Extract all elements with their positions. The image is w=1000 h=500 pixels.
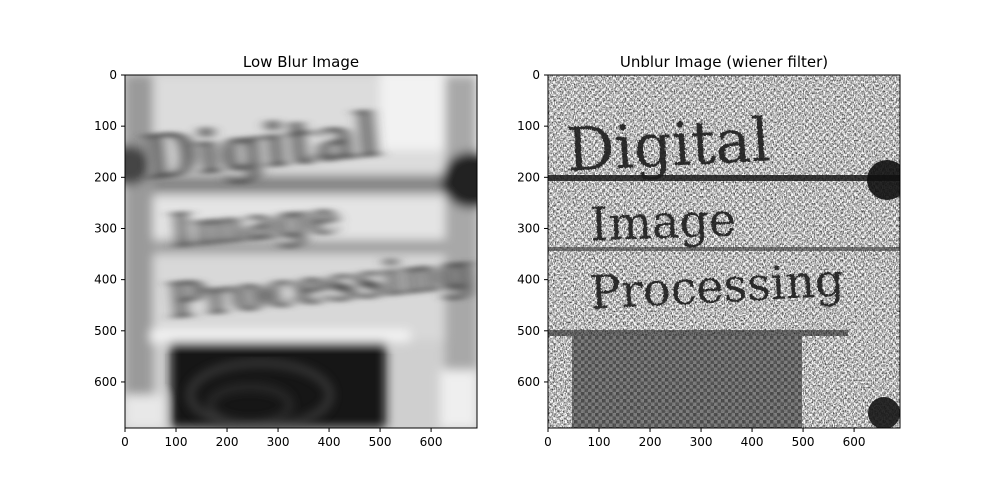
right-y-tick-label: 400 bbox=[517, 273, 540, 287]
right-x-tick-label: 100 bbox=[588, 435, 611, 449]
left-x-tick-label: 400 bbox=[318, 435, 341, 449]
right-y-tick-label: 600 bbox=[517, 375, 540, 389]
panel-right-title: Unblur Image (wiener filter) bbox=[620, 53, 828, 71]
right-y-tick-label: 100 bbox=[517, 119, 540, 133]
right-image: Digital Image Processing bbox=[548, 75, 900, 428]
left-axes-frame bbox=[124, 74, 478, 429]
left-y-tick-label: 400 bbox=[94, 273, 117, 287]
right-y-ticks: 0 100 200 300 400 500 600 bbox=[517, 68, 548, 389]
right-x-tick-label: 200 bbox=[639, 435, 662, 449]
right-y-tick-label: 200 bbox=[517, 170, 540, 184]
right-x-tick-label: 0 bbox=[544, 435, 552, 449]
right-x-ticks: 0 100 200 300 400 500 600 bbox=[544, 428, 866, 449]
right-x-tick-label: 300 bbox=[690, 435, 713, 449]
right-image-word-2: Image bbox=[589, 192, 737, 251]
left-x-tick-label: 500 bbox=[369, 435, 392, 449]
right-image-word-1: Digital bbox=[565, 105, 772, 186]
right-x-tick-label: 400 bbox=[741, 435, 764, 449]
left-x-tick-label: 100 bbox=[165, 435, 188, 449]
left-x-tick-label: 200 bbox=[216, 435, 239, 449]
right-axes-frame bbox=[547, 74, 901, 429]
right-image-word-3: Processing bbox=[589, 253, 846, 320]
left-y-tick-label: 200 bbox=[94, 170, 117, 184]
right-y-tick-label: 500 bbox=[517, 324, 540, 338]
panel-left: Low Blur Image Digital I bbox=[94, 53, 478, 449]
left-y-tick-label: 300 bbox=[94, 221, 117, 235]
left-x-ticks: 0 100 200 300 400 500 600 bbox=[121, 428, 443, 449]
left-image: Digital Image Processing bbox=[125, 75, 477, 428]
right-y-tick-label: 300 bbox=[517, 221, 540, 235]
left-y-ticks: 0 100 200 300 400 500 600 bbox=[94, 68, 125, 389]
left-x-tick-label: 0 bbox=[121, 435, 129, 449]
left-y-tick-label: 100 bbox=[94, 119, 117, 133]
right-x-tick-label: 600 bbox=[843, 435, 866, 449]
panel-left-title: Low Blur Image bbox=[243, 53, 359, 71]
right-x-tick-label: 500 bbox=[792, 435, 815, 449]
left-y-tick-label: 0 bbox=[109, 68, 117, 82]
left-x-tick-label: 600 bbox=[420, 435, 443, 449]
left-y-tick-label: 600 bbox=[94, 375, 117, 389]
right-y-tick-label: 0 bbox=[532, 68, 540, 82]
left-x-tick-label: 300 bbox=[267, 435, 290, 449]
left-y-tick-label: 500 bbox=[94, 324, 117, 338]
panel-right: Unblur Image (wiener filter) Digital Ima… bbox=[517, 53, 901, 449]
